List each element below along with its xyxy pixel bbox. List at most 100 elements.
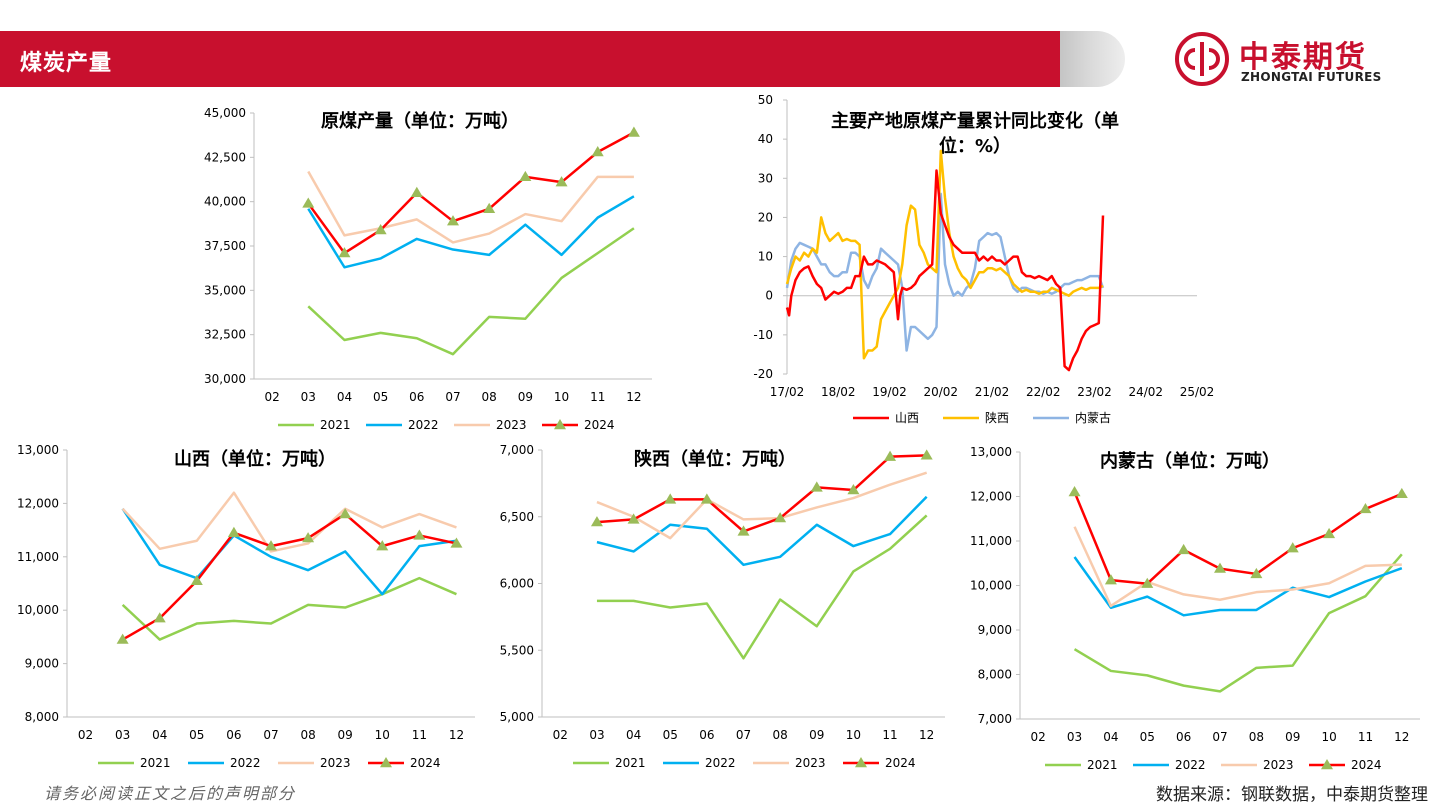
chart-title: 内蒙古（单位：万吨） <box>1100 450 1280 472</box>
series-line-1 <box>785 149 1104 360</box>
series-2024-marker <box>519 170 532 182</box>
series-2024-marker <box>737 525 750 536</box>
series-2022-line <box>121 508 457 596</box>
y-tick-label: 35,000 <box>204 283 246 297</box>
legend-label-2024: 2024 <box>1351 758 1382 770</box>
x-tick-label: 09 <box>809 728 824 742</box>
y-tick-label: 0 <box>765 289 773 303</box>
series-2024-marker <box>410 186 423 197</box>
series-2024-marker <box>338 247 351 258</box>
legend-label-2023: 2023 <box>320 756 351 770</box>
y-tick-label: 10,000 <box>970 579 1012 593</box>
logo-english-name: ZHONGTAI FUTURES <box>1241 70 1382 84</box>
legend-marker-2024 <box>1321 759 1333 770</box>
x-tick-label: 10 <box>554 390 569 404</box>
y-tick-label: 37,500 <box>204 239 246 253</box>
series-2023-line <box>1073 526 1402 608</box>
x-tick-label: 11 <box>1358 730 1373 744</box>
series-2024-marker <box>847 484 860 495</box>
x-tick-label: 07 <box>736 728 751 742</box>
chart-title: 陕西（单位：万吨） <box>634 448 796 470</box>
y-tick-label: 10,000 <box>17 603 59 617</box>
x-tick-label: 11 <box>882 728 897 742</box>
series-2024-marker <box>374 224 387 235</box>
x-tick-label: 20/02 <box>923 385 958 399</box>
legend-label: 山西 <box>895 411 919 425</box>
x-tick-label: 10 <box>846 728 861 742</box>
y-tick-label: 11,000 <box>970 534 1012 548</box>
series-2022-line <box>1073 556 1403 617</box>
y-tick-label: 7,000 <box>500 443 534 457</box>
y-tick-label: 12,000 <box>17 496 59 510</box>
chart-title-line: 主要产地原煤产量累计同比变化（单 <box>831 110 1119 132</box>
x-tick-label: 08 <box>1249 730 1264 744</box>
y-tick-label: 5,500 <box>500 643 534 657</box>
x-tick-label: 04 <box>152 728 167 742</box>
y-tick-label: 40,000 <box>204 195 246 209</box>
series-2024-marker <box>413 529 426 540</box>
y-tick-label: 50 <box>758 93 773 107</box>
legend-label-2024: 2024 <box>584 418 615 432</box>
x-tick-label: 05 <box>189 728 204 742</box>
series-2024-marker <box>265 540 277 551</box>
series-2024-marker <box>1250 567 1263 579</box>
x-tick-label: 09 <box>1285 730 1300 744</box>
series-2022-line <box>596 495 928 567</box>
series-2024-marker <box>483 202 496 213</box>
x-tick-label: 03 <box>115 728 130 742</box>
x-tick-label: 18/02 <box>821 385 856 399</box>
x-tick-label: 02 <box>553 728 568 742</box>
series-2024-marker <box>153 612 166 623</box>
x-tick-label: 23/02 <box>1077 385 1112 399</box>
x-tick-label: 06 <box>699 728 714 742</box>
series-2024-marker <box>190 574 203 586</box>
x-tick-label: 02 <box>264 390 279 404</box>
y-tick-label: 20 <box>758 210 773 224</box>
series-2024-line <box>122 512 457 641</box>
x-tick-label: 12 <box>919 728 934 742</box>
x-tick-label: 08 <box>300 728 315 742</box>
legend-label-2022: 2022 <box>408 418 439 432</box>
legend-label-2023: 2023 <box>795 756 826 770</box>
y-tick-label: 40 <box>758 132 773 146</box>
y-tick-label: 9,000 <box>978 623 1012 637</box>
legend-label-2022: 2022 <box>230 756 261 770</box>
series-2024-marker <box>376 540 389 551</box>
series-2024-marker <box>116 633 129 644</box>
chart-shanxi: 8,000 9,000 10,000 11,000 12,000 13,000 02 03 04… <box>17 443 475 770</box>
legend-label-2022: 2022 <box>705 756 736 770</box>
series-2021-line <box>1073 553 1403 693</box>
y-tick-label: -10 <box>753 328 773 342</box>
x-tick-label: 22/02 <box>1026 385 1061 399</box>
series-2024-marker <box>1104 574 1117 585</box>
series-2024-marker <box>590 516 603 527</box>
x-tick-label: 11 <box>590 390 605 404</box>
series-2021-line <box>307 227 635 356</box>
series-2024-marker <box>339 508 352 519</box>
y-tick-label: 5,000 <box>500 710 534 724</box>
y-tick-label: 30,000 <box>204 372 246 386</box>
y-tick-label: 9,000 <box>25 657 59 671</box>
page-title: 煤炭产量 <box>20 51 113 76</box>
y-tick-label: 45,000 <box>204 106 246 120</box>
series-2024-marker <box>1214 562 1226 573</box>
series-2024-line <box>307 131 635 255</box>
series-2024-marker <box>591 146 604 157</box>
x-tick-label: 03 <box>301 390 316 404</box>
x-tick-label: 03 <box>589 728 604 742</box>
series-2021-line <box>596 514 928 660</box>
x-tick-label: 03 <box>1067 730 1082 744</box>
x-tick-label: 09 <box>518 390 533 404</box>
logo-emblem-icon <box>1175 32 1229 86</box>
y-tick-label: 7,000 <box>978 712 1012 726</box>
legend-marker-2024 <box>855 757 867 768</box>
chart-title: 山西（单位：万吨） <box>174 448 336 470</box>
series-2024-line <box>1073 491 1403 585</box>
x-tick-label: 09 <box>338 728 353 742</box>
y-tick-label: 10 <box>758 250 773 264</box>
x-tick-label: 10 <box>1321 730 1336 744</box>
series-2024-marker <box>450 537 463 548</box>
chart-title: 原煤产量（单位：万吨） <box>321 110 519 132</box>
logo-chinese-name: 中泰期货 <box>1239 40 1367 75</box>
series-2021-line <box>121 576 457 641</box>
